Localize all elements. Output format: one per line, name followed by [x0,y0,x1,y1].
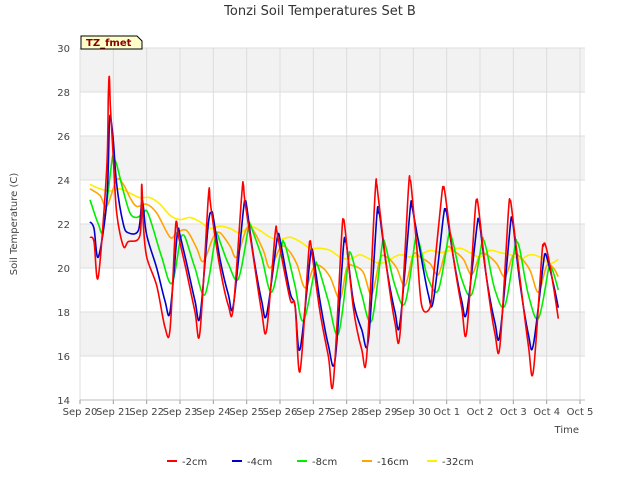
plot-band [80,48,585,92]
x-tick-label: Oct 2 [467,407,494,418]
x-tick-label: Sep 30 [396,407,431,418]
station-badge: TZ_fmet [80,35,143,50]
legend-label: -4cm [247,457,272,468]
x-axis-title: Time [554,425,579,436]
y-tick-label: 26 [57,132,70,143]
chart-title: Tonzi Soil Temperatures Set B [223,4,416,19]
x-tick-label: Sep 25 [229,407,264,418]
x-tick-label: Sep 21 [96,407,131,418]
plot-band [80,224,585,268]
legend-label: -32cm [442,457,474,468]
x-tick-label: Sep 27 [296,407,331,418]
series-line-minus-4cm [89,114,560,367]
legend-label: -8cm [312,457,337,468]
x-tick-label: Sep 26 [263,407,298,418]
x-tick-label: Sep 20 [63,407,98,418]
series-line-minus-16cm [89,177,560,300]
y-tick-label: 16 [57,352,70,363]
plot-band [80,136,585,180]
x-tick-label: Sep 29 [363,407,398,418]
x-tick-label: Sep 24 [196,407,231,418]
series-line-minus-8cm [89,154,560,336]
series-lines [89,75,560,390]
y-axis-title: Soil Temperature (C) [9,173,20,276]
y-tick-label: 20 [57,264,70,275]
y-tick-label: 30 [57,44,70,55]
legend: -2cm -4cm -8cm -16cm -32cm [167,457,474,468]
x-tick-label: Oct 4 [533,407,560,418]
station-badge-label: TZ_fmet [86,38,132,49]
y-tick-label: 14 [57,396,70,407]
legend-label: -2cm [182,457,207,468]
y-tick-label: 24 [57,176,70,187]
x-tick-label: Oct 1 [433,407,460,418]
y-tick-label: 18 [57,308,70,319]
legend-label: -16cm [377,457,409,468]
x-tick-label: Sep 23 [163,407,198,418]
x-tick-label: Sep 22 [129,407,164,418]
x-tick-label: Oct 3 [500,407,527,418]
series-line-minus-2cm [89,75,560,390]
y-tick-label: 22 [57,220,70,231]
x-tick-label: Oct 5 [567,407,594,418]
y-tick-label: 28 [57,88,70,99]
x-tick-label: Sep 28 [329,407,364,418]
y-tick-labels: 14 16 18 20 22 24 26 28 30 [57,44,70,407]
series-line-minus-32cm [89,183,559,265]
